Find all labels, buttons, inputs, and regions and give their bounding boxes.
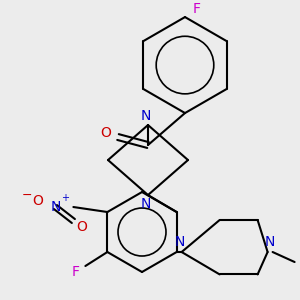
Text: O: O <box>100 126 111 140</box>
Text: +: + <box>61 193 69 203</box>
Text: N: N <box>141 109 151 123</box>
Text: N: N <box>50 200 61 214</box>
Text: N: N <box>264 235 275 249</box>
Text: O: O <box>76 220 87 234</box>
Text: N: N <box>174 235 185 249</box>
Text: F: F <box>71 265 80 279</box>
Text: −: − <box>22 188 33 202</box>
Text: O: O <box>32 194 43 208</box>
Text: F: F <box>193 2 201 16</box>
Text: N: N <box>141 197 151 211</box>
